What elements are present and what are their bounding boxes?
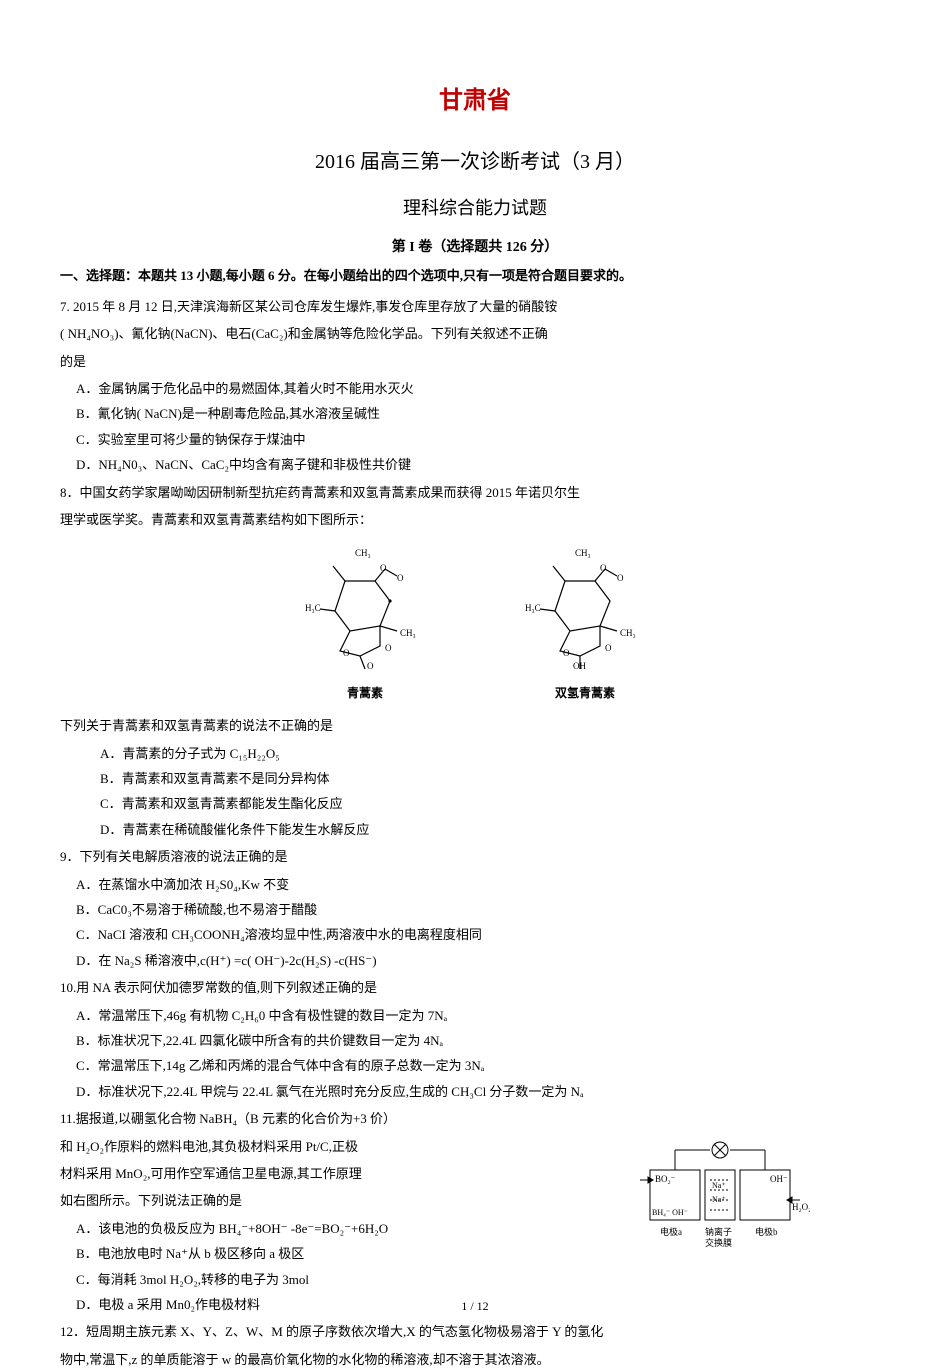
molecule-2-label: 双氢青蒿素: [505, 683, 665, 705]
q9-option-b: B．CaC0₃不易溶于稀硫酸,也不易溶于醋酸: [76, 898, 890, 921]
svg-text:H₃C: H₃C: [305, 603, 321, 613]
q11-stem-3: 材料采用 MnO₂,可用作空军通信卫星电源,其工作原理: [60, 1162, 600, 1185]
q8-option-d: D．青蒿素在稀硫酸催化条件下能发生水解反应: [100, 818, 890, 841]
molecule-diagrams: CH₃ H₃C CH₃ O O O O O 青蒿素: [60, 541, 890, 704]
artemisinin-icon: CH₃ H₃C CH₃ O O O O O: [285, 541, 445, 671]
circuit-electrode-b: 电极b: [755, 1226, 778, 1237]
svg-text:CH₃: CH₃: [400, 628, 416, 638]
circuit-membrane-1: 钠离子: [705, 1226, 732, 1237]
svg-text:OH: OH: [573, 661, 586, 671]
svg-text:CH₃: CH₃: [355, 548, 371, 558]
q7-stem-1: 7. 2015 年 8 月 12 日,天津滨海新区某公司仓库发生爆炸,事发仓库里…: [60, 295, 890, 318]
svg-text:O: O: [367, 661, 374, 671]
page-number: 1 / 12: [0, 1299, 950, 1314]
molecule-1-label: 青蒿素: [285, 683, 445, 705]
circuit-bh4-label: BH₄⁻ OH⁻: [652, 1208, 688, 1217]
svg-text:O: O: [563, 648, 570, 658]
dihydroartemisinin-icon: CH₃ H₃C CH₃ O O O O OH: [505, 541, 665, 671]
svg-text:O: O: [605, 643, 612, 653]
exam-title: 2016 届高三第一次诊断考试（3 月）: [60, 145, 890, 174]
q10-option-a: A．常温常压下,46g 有机物 C₂H₆0 中含有极性键的数目一定为 7Nₐ: [76, 1004, 890, 1027]
q7-option-a: A．金属钠属于危化品中的易燃固体,其着火时不能用水灭火: [76, 377, 890, 400]
question-11: 11.据报道,以硼氢化合物 NaBH₄（B 元素的化合价为+3 价） 和 H₂O…: [60, 1107, 600, 1316]
q11-option-b: B．电池放电时 Na⁺从 b 极区移向 a 极区: [76, 1242, 600, 1265]
circuit-membrane-2: 交换膜: [705, 1237, 732, 1248]
q11-stem-4: 如右图所示。下列说法正确的是: [60, 1189, 600, 1212]
svg-text:O: O: [380, 563, 387, 573]
q11-option-a: A．该电池的负极反应为 BH₄⁻+8OH⁻ -8e⁻=BO₂⁻+6H₂O: [76, 1217, 600, 1240]
circuit-h2o2-label: H₂O₂: [792, 1202, 810, 1212]
svg-text:H₃C: H₃C: [525, 603, 541, 613]
q7-option-d: D．NH₄N0₃、NaCN、CaC₂中均含有离子键和非极性共价键: [76, 453, 890, 476]
question-9: 9．下列有关电解质溶液的说法正确的是 A．在蒸馏水中滴加浓 H₂S0₄,Kw 不…: [60, 845, 890, 972]
circuit-bo2-label: BO₂⁻: [655, 1174, 676, 1184]
section-header: 第 I 卷（选择题共 126 分）: [60, 236, 890, 256]
q7-option-c: C．实验室里可将少量的钠保存于煤油中: [76, 428, 890, 451]
molecule-1: CH₃ H₃C CH₃ O O O O O 青蒿素: [285, 541, 445, 704]
subject-title: 理科综合能力试题: [60, 194, 890, 220]
question-7: 7. 2015 年 8 月 12 日,天津滨海新区某公司仓库发生爆炸,事发仓库里…: [60, 295, 890, 477]
q9-option-d: D．在 Na₂S 稀溶液中,c(H⁺) =c( OH⁻)-2c(H₂S) -c(…: [76, 949, 890, 972]
q12-stem-2: 物中,常温下,z 的单质能溶于 w 的最高价氧化物的水化物的稀溶液,却不溶于其浓…: [60, 1348, 890, 1371]
q10-option-b: B．标准状况下,22.4L 四氯化碳中所含有的共价键数目一定为 4Nₐ: [76, 1029, 890, 1052]
circuit-diagram: BO₂⁻ BH₄⁻ OH⁻ OH⁻ H₂O₂ Na⁺ Na⁺ 电极a 钠离子 交…: [630, 1140, 810, 1250]
molecule-2: CH₃ H₃C CH₃ O O O O OH 双氢青蒿素: [505, 541, 665, 704]
svg-text:O: O: [617, 573, 624, 583]
svg-text:O: O: [397, 573, 404, 583]
q8-option-a: A．青蒿素的分子式为 C₁₅H₂₂O₅: [100, 742, 890, 765]
q9-option-c: C．NaCI 溶液和 CH₃COONH₄溶液均显中性,两溶液中水的电离程度相同: [76, 923, 890, 946]
svg-text:O: O: [600, 563, 607, 573]
q11-option-c: C．每消耗 3mol H₂O₂,转移的电子为 3mol: [76, 1268, 600, 1291]
q10-option-d: D．标准状况下,22.4L 甲烷与 22.4L 氯气在光照时充分反应,生成的 C…: [76, 1080, 890, 1103]
q10-option-c: C．常温常压下,14g 乙烯和丙烯的混合气体中含有的原子总数一定为 3Nₐ: [76, 1054, 890, 1077]
q8-sub-stem: 下列关于青蒿素和双氢青蒿素的说法不正确的是: [60, 714, 890, 737]
province-title: 甘肃省: [60, 80, 890, 115]
q10-stem: 10.用 NA 表示阿伏加德罗常数的值,则下列叙述正确的是: [60, 976, 890, 999]
svg-text:CH₃: CH₃: [575, 548, 591, 558]
q7-stem-3: 的是: [60, 350, 890, 373]
q9-stem: 9．下列有关电解质溶液的说法正确的是: [60, 845, 890, 868]
q7-stem-2: ( NH₄NO₃)、氰化钠(NaCN)、电石(CaC₂)和金属钠等危险化学品。下…: [60, 322, 890, 345]
circuit-electrode-a: 电极a: [660, 1226, 682, 1237]
circuit-oh-label: OH⁻: [770, 1174, 788, 1184]
q12-stem-1: 12．短周期主族元素 X、Y、Z、W、M 的原子序数依次增大,X 的气态氢化物极…: [60, 1320, 890, 1343]
q8-stem-1: 8．中国女药学家屠呦呦因研制新型抗疟药青蒿素和双氢青蒿素成果而获得 2015 年…: [60, 481, 890, 504]
q8-stem-2: 理学或医学奖。青蒿素和双氢青蒿素结构如下图所示：: [60, 508, 890, 531]
circuit-na-label-1: Na⁺: [712, 1181, 726, 1190]
q9-option-a: A．在蒸馏水中滴加浓 H₂S0₄,Kw 不变: [76, 873, 890, 896]
q7-option-b: B．氰化钠( NaCN)是一种剧毒危险品,其水溶液呈碱性: [76, 402, 890, 425]
q11-stem-1: 11.据报道,以硼氢化合物 NaBH₄（B 元素的化合价为+3 价）: [60, 1107, 600, 1130]
circuit-na-label-2: Na⁺: [712, 1195, 726, 1204]
instruction-text: 一、选择题：本题共 13 小题,每小题 6 分。在每小题给出的四个选项中,只有一…: [60, 266, 890, 287]
question-10: 10.用 NA 表示阿伏加德罗常数的值,则下列叙述正确的是 A．常温常压下,46…: [60, 976, 890, 1103]
fuel-cell-icon: BO₂⁻ BH₄⁻ OH⁻ OH⁻ H₂O₂ Na⁺ Na⁺ 电极a 钠离子 交…: [630, 1140, 810, 1250]
question-8: 8．中国女药学家屠呦呦因研制新型抗疟药青蒿素和双氢青蒿素成果而获得 2015 年…: [60, 481, 890, 842]
svg-text:CH₃: CH₃: [620, 628, 636, 638]
q8-option-b: B．青蒿素和双氢青蒿素不是同分异构体: [100, 767, 890, 790]
svg-text:O: O: [385, 643, 392, 653]
q11-stem-2: 和 H₂O₂作原料的燃料电池,其负极材料采用 Pt/C,正极: [60, 1135, 600, 1158]
q8-option-c: C．青蒿素和双氢青蒿素都能发生酯化反应: [100, 792, 890, 815]
svg-text:O: O: [343, 648, 350, 658]
question-12: 12．短周期主族元素 X、Y、Z、W、M 的原子序数依次增大,X 的气态氢化物极…: [60, 1320, 890, 1371]
